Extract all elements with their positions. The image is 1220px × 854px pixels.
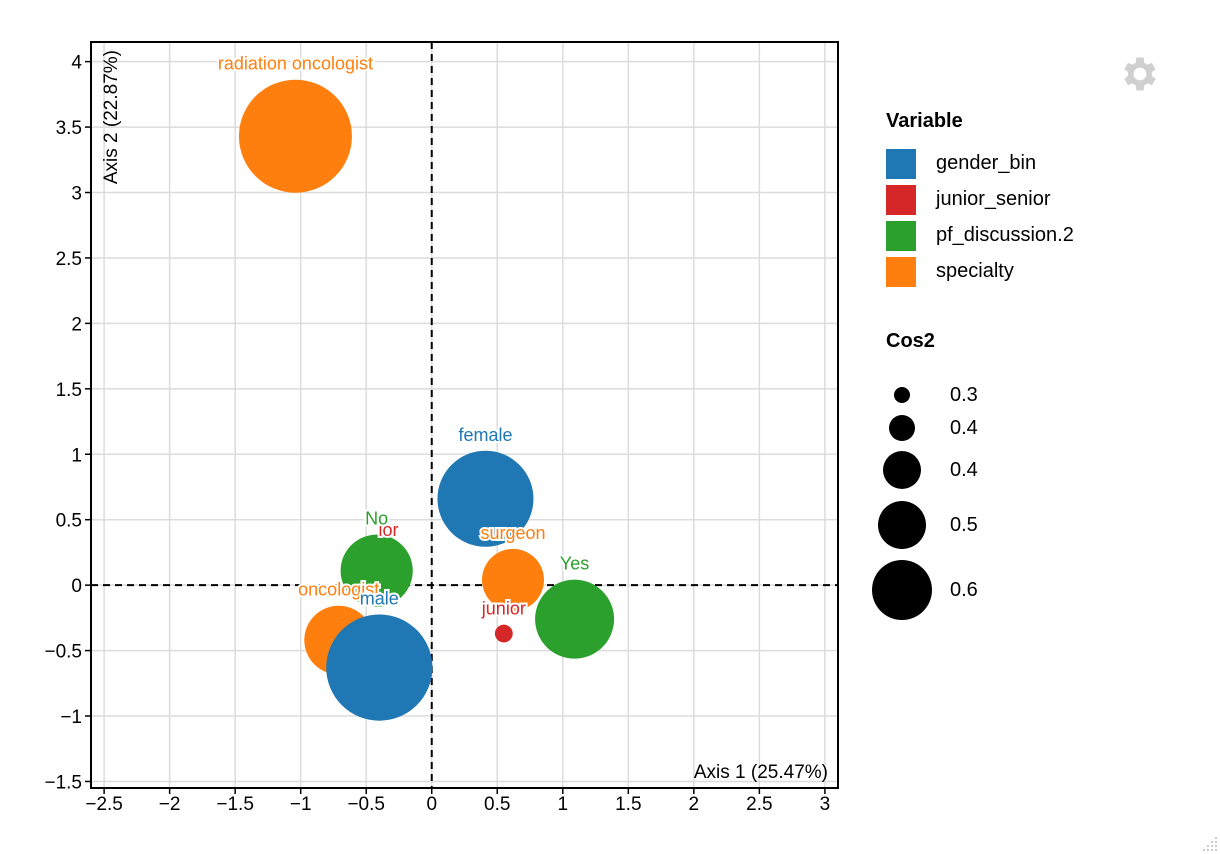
point-label-halo: male <box>360 588 399 608</box>
point-label-halo: oncologist <box>298 580 379 600</box>
x-tick-label: 0 <box>426 794 437 815</box>
size-legend-label: 0.5 <box>950 514 978 536</box>
y-tick-label: 1.5 <box>56 380 82 401</box>
point-label-halo: surgeon <box>480 523 545 543</box>
point-label-halo: No <box>365 509 388 529</box>
point-label: junior <box>481 599 526 619</box>
gear-icon[interactable] <box>1118 52 1162 96</box>
legend-label: gender_bin <box>936 152 1037 174</box>
x-tick-label: 2.5 <box>746 794 772 815</box>
y-tick-label: 1 <box>71 445 82 466</box>
legend-label: specialty <box>936 260 1014 282</box>
legend-label: junior_senior <box>936 188 1051 210</box>
y-tick-label: 3.5 <box>56 118 82 139</box>
y-tick-label: −1 <box>60 707 82 728</box>
x-tick-label: −1 <box>290 794 312 815</box>
point-label: ior <box>378 520 398 540</box>
y-axis-label: Axis 2 (22.87%) <box>101 50 122 184</box>
size-legend-label: 0.4 <box>950 459 978 481</box>
size-legend-dot <box>894 387 910 403</box>
y-tick-label: −0.5 <box>44 642 82 663</box>
x-tick-label: −0.5 <box>347 794 385 815</box>
x-tick-label: −2 <box>159 794 181 815</box>
y-tick-label: 3 <box>71 184 82 205</box>
size-legend-label: 0.4 <box>950 417 978 439</box>
legend-swatch <box>886 185 916 215</box>
size-legend-label: 0.3 <box>950 384 978 406</box>
legend-swatch <box>886 149 916 179</box>
size-legend-title: Cos2 <box>886 330 935 352</box>
point-label-halo: ior <box>378 520 398 540</box>
point-label-halo: radiation oncologist <box>218 54 373 74</box>
legend-item: specialty <box>886 253 1146 289</box>
point-label: surgeon <box>480 523 545 543</box>
plot-background <box>91 42 838 788</box>
point-label: male <box>360 588 399 608</box>
point-label: Yes <box>560 554 589 574</box>
size-legend-dot <box>883 451 921 489</box>
x-tick-label: 1 <box>558 794 569 815</box>
legend-label: pf_discussion.2 <box>936 224 1074 246</box>
x-tick-label: 3 <box>820 794 831 815</box>
x-axis-label: Axis 1 (25.47%) <box>694 762 828 783</box>
data-point <box>494 624 513 643</box>
data-point <box>238 79 352 193</box>
size-legend-dot <box>889 415 915 441</box>
point-label: oncologist <box>298 580 379 600</box>
legend-title: Variable <box>886 110 963 132</box>
point-label-halo: Yes <box>560 554 589 574</box>
y-tick-label: 2 <box>71 314 82 335</box>
x-tick-label: 0.5 <box>484 794 510 815</box>
data-point <box>326 614 433 721</box>
resize-handle-icon[interactable] <box>1200 834 1218 852</box>
plot-frame <box>90 41 839 789</box>
x-tick-label: 2 <box>689 794 700 815</box>
data-point <box>481 548 544 611</box>
point-label: radiation oncologist <box>218 54 373 74</box>
y-tick-label: 2.5 <box>56 249 82 270</box>
legend-swatch <box>886 257 916 287</box>
data-point <box>535 579 615 659</box>
x-tick-label: 1.5 <box>615 794 641 815</box>
y-tick-label: −1.5 <box>44 772 82 793</box>
point-label-halo: junior <box>481 599 526 619</box>
data-point <box>340 534 413 607</box>
y-tick-label: 0.5 <box>56 511 82 532</box>
y-tick-label: 4 <box>71 53 82 74</box>
size-legend-dot <box>878 501 926 549</box>
data-point <box>437 450 534 547</box>
legend-item: junior_senior <box>886 181 1146 217</box>
x-tick-label: −1.5 <box>216 794 254 815</box>
point-label: female <box>458 425 512 445</box>
legend-item: pf_discussion.2 <box>886 217 1146 253</box>
point-label-halo: female <box>458 425 512 445</box>
legend-item: gender_bin <box>886 145 1146 181</box>
legend-swatch <box>886 221 916 251</box>
size-legend-dot <box>872 560 932 620</box>
variable-legend: Variable gender_bin junior_senior pf_discu… <box>886 110 1146 289</box>
y-tick-label: 0 <box>71 576 82 597</box>
point-label: No <box>365 509 388 529</box>
x-tick-label: −2.5 <box>85 794 123 815</box>
size-legend-label: 0.6 <box>950 579 978 601</box>
